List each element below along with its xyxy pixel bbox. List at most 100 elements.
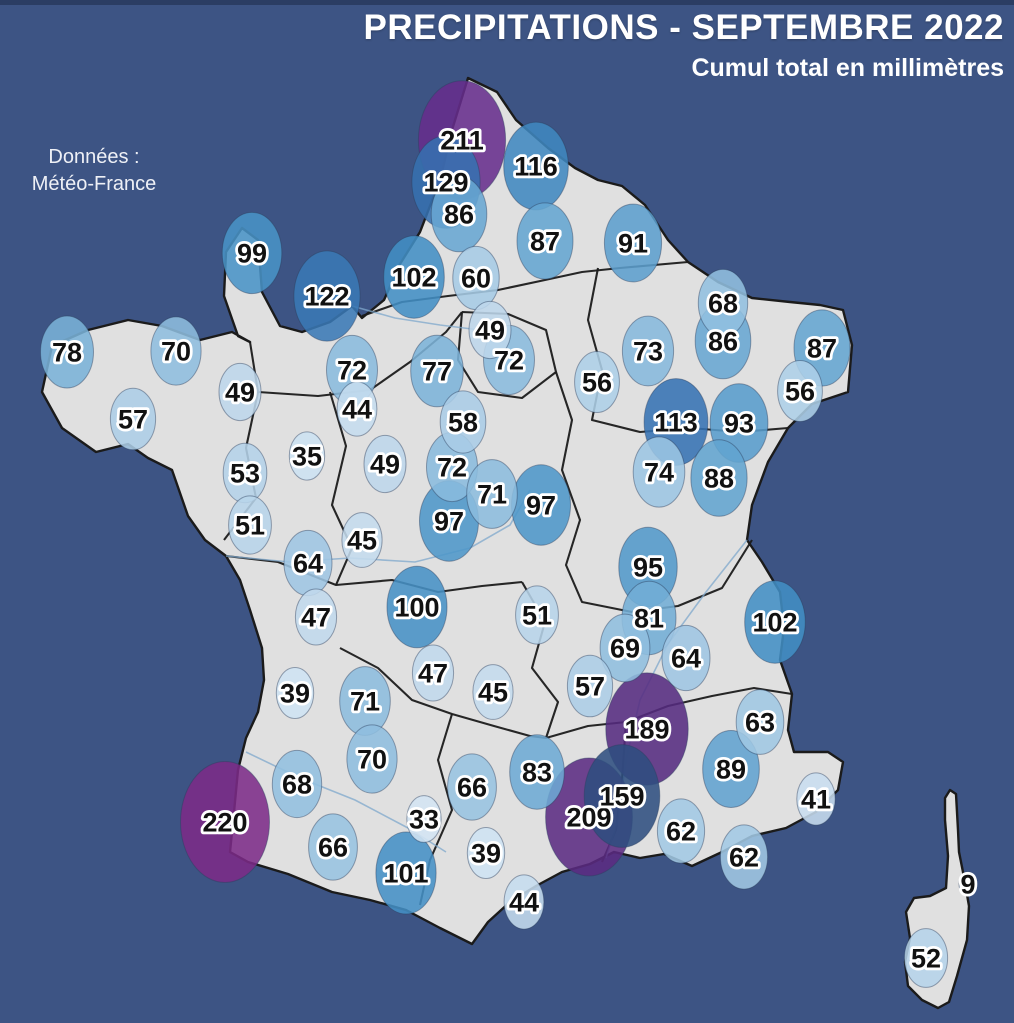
precip-value-label: 62 (666, 817, 696, 847)
precip-value-label: 86 (708, 327, 738, 357)
precip-bubble (472, 664, 514, 720)
precip-value-label: 51 (235, 511, 265, 541)
precip-bubble (566, 654, 614, 718)
precip-bubble (796, 772, 836, 826)
precip-bubble (346, 724, 398, 794)
data-source-line1: Données : (48, 146, 140, 168)
page-title: PRECIPITATIONS - SEPTEMBRE 2022 (363, 8, 1004, 47)
precip-bubble (468, 300, 512, 360)
precip-bubble (690, 439, 748, 517)
precip-value-label: 57 (575, 672, 605, 702)
precip-value-label: 100 (394, 593, 439, 623)
precip-value-label: 44 (509, 888, 539, 918)
precip-bubble (180, 761, 270, 883)
precip-value-label: 49 (475, 316, 505, 346)
precip-value-label: 189 (624, 715, 669, 745)
precip-value-label: 87 (807, 334, 837, 364)
precip-bubble (621, 315, 675, 387)
precip-bubble (603, 203, 663, 283)
precip-value-label: 69 (610, 634, 640, 664)
precip-bubble (271, 749, 323, 819)
precip-bubble (777, 360, 823, 422)
precip-bubble (411, 644, 455, 702)
precip-value-label: 52 (911, 944, 941, 974)
precip-value-label: 44 (342, 395, 372, 425)
precip-bubble (383, 235, 445, 319)
precip-value-label: 209 (566, 803, 611, 833)
precip-bubble (363, 434, 407, 494)
precip-value-label: 64 (293, 549, 323, 579)
precip-value-label: 99 (237, 239, 267, 269)
precip-bubble (218, 362, 262, 422)
precip-value-label: 41 (801, 785, 831, 815)
precip-bubble (661, 624, 711, 692)
precip-value-label: 97 (434, 507, 464, 537)
precip-value-label: 91 (618, 229, 648, 259)
precip-bubble (150, 316, 202, 386)
precip-bubble (406, 795, 442, 843)
precip-bubble (599, 613, 651, 683)
precip-value-label: 58 (448, 408, 478, 438)
precip-bubble (294, 588, 338, 646)
precip-bubble (40, 315, 94, 389)
precip-value-label: 60 (461, 264, 491, 294)
precip-bubble (515, 585, 559, 645)
precip-bubble (744, 580, 806, 664)
precip-bubble (516, 202, 574, 280)
precip-value-label: 81 (634, 604, 664, 634)
precip-value-label: 72 (437, 453, 467, 483)
precip-value-label: 62 (729, 843, 759, 873)
precip-value-label: 47 (301, 603, 331, 633)
precip-bubble (503, 874, 545, 930)
precip-value-label: 93 (724, 409, 754, 439)
precip-value-label: 88 (704, 464, 734, 494)
precip-bubble (466, 827, 506, 879)
precip-value-label: 33 (409, 805, 439, 835)
precip-bubble (903, 928, 949, 988)
precip-bubble (221, 211, 283, 295)
precip-value-label: 159 (599, 782, 644, 812)
precip-bubble (228, 495, 272, 555)
precip-value-label: 66 (457, 773, 487, 803)
precip-value-label: 86 (444, 200, 474, 230)
precip-value-label: 56 (785, 377, 815, 407)
precip-bubble (109, 387, 157, 451)
precip-value-label: 72 (494, 346, 524, 376)
precip-bubble (656, 798, 706, 864)
precip-value-label: 56 (582, 368, 612, 398)
precip-value-label: 47 (418, 659, 448, 689)
precip-value-label: 74 (644, 458, 674, 488)
precip-value-label: 9 (960, 870, 975, 900)
precip-value-label: 83 (522, 758, 552, 788)
precip-value-label: 45 (347, 526, 377, 556)
precip-value-label: 113 (654, 408, 698, 438)
precip-bubble (509, 734, 565, 810)
precip-value-label: 71 (350, 687, 380, 717)
precip-value-label: 129 (423, 168, 468, 198)
precip-value-label: 68 (282, 770, 312, 800)
precip-bubble (632, 436, 686, 508)
precip-bubble (574, 351, 620, 413)
precip-value-label: 116 (514, 152, 558, 182)
precip-bubble (447, 753, 497, 821)
precip-value-label: 35 (292, 442, 322, 472)
precip-bubble (293, 250, 361, 342)
precip-value-label: 95 (633, 553, 663, 583)
precip-bubble (697, 268, 749, 338)
precip-bubble (430, 175, 488, 253)
top-strip (0, 0, 1014, 5)
data-source-line2: Météo-France (31, 173, 157, 195)
precip-bubble (308, 813, 358, 881)
precip-value-label: 102 (752, 608, 797, 638)
precip-value-label: 70 (357, 745, 387, 775)
precip-bubble (735, 689, 785, 755)
precip-value-label: 122 (304, 282, 349, 312)
precip-value-label: 71 (477, 480, 507, 510)
precip-bubble (275, 667, 315, 719)
precip-bubble (375, 831, 437, 915)
precip-value-label: 73 (633, 337, 663, 367)
precip-bubble (410, 334, 464, 408)
precip-value-label: 77 (422, 357, 452, 387)
precip-bubble (336, 381, 378, 437)
precip-value-label: 68 (708, 289, 738, 319)
